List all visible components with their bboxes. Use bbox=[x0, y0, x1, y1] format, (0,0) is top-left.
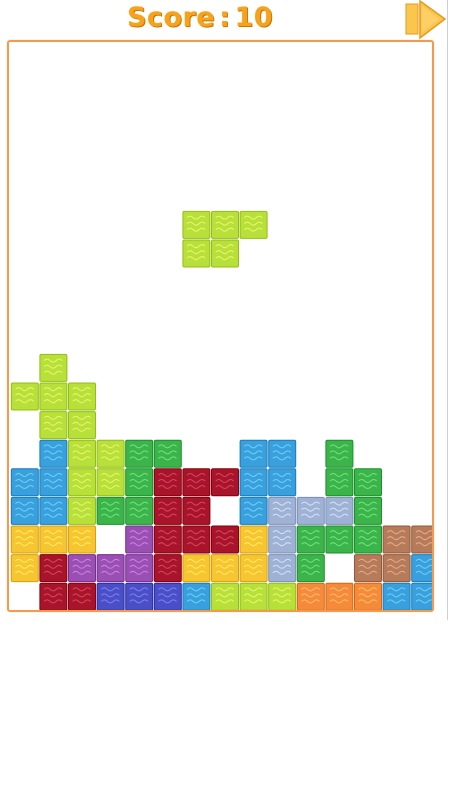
stacked-block bbox=[354, 496, 382, 525]
stacked-block bbox=[68, 554, 96, 583]
stacked-block bbox=[39, 468, 68, 497]
stacked-block bbox=[325, 496, 354, 525]
stacked-block bbox=[268, 496, 297, 525]
falling-block bbox=[239, 210, 268, 239]
stacked-block bbox=[325, 439, 354, 468]
stacked-block bbox=[153, 496, 182, 525]
stacked-block bbox=[268, 554, 297, 583]
stacked-block bbox=[239, 439, 268, 468]
score-label: Score bbox=[126, 2, 216, 33]
stacked-block bbox=[96, 468, 125, 497]
score-display: Score:10 bbox=[0, 2, 400, 33]
stacked-block bbox=[268, 439, 297, 468]
score-value: 10 bbox=[234, 2, 274, 33]
stacked-block bbox=[39, 411, 68, 440]
stacked-block bbox=[125, 439, 154, 468]
stacked-block bbox=[382, 582, 411, 610]
stacked-block bbox=[239, 525, 268, 554]
game-board[interactable] bbox=[7, 40, 434, 612]
stacked-block bbox=[211, 554, 239, 583]
stacked-block bbox=[182, 468, 211, 497]
stacked-block bbox=[354, 554, 382, 583]
stacked-block bbox=[68, 496, 96, 525]
stacked-block bbox=[239, 582, 268, 610]
stacked-block bbox=[39, 582, 68, 610]
block-field bbox=[10, 210, 432, 610]
stacked-block bbox=[39, 554, 68, 583]
stacked-block bbox=[125, 525, 154, 554]
stacked-block bbox=[68, 382, 96, 411]
stacked-block bbox=[211, 468, 239, 497]
falling-block bbox=[211, 210, 239, 239]
stacked-block bbox=[153, 439, 182, 468]
stacked-block bbox=[239, 554, 268, 583]
stacked-block bbox=[354, 468, 382, 497]
stacked-block bbox=[68, 411, 96, 440]
stacked-block bbox=[125, 468, 154, 497]
stacked-block bbox=[153, 554, 182, 583]
stacked-block bbox=[239, 496, 268, 525]
stacked-block bbox=[125, 496, 154, 525]
stacked-block bbox=[96, 496, 125, 525]
stacked-block bbox=[96, 554, 125, 583]
stacked-block bbox=[125, 582, 154, 610]
stacked-block bbox=[10, 496, 39, 525]
stacked-block bbox=[325, 525, 354, 554]
stacked-block bbox=[411, 554, 432, 583]
stacked-block bbox=[325, 582, 354, 610]
stacked-block bbox=[325, 468, 354, 497]
stacked-block bbox=[182, 554, 211, 583]
falling-block bbox=[182, 239, 211, 268]
stacked-block bbox=[268, 468, 297, 497]
stacked-block bbox=[182, 525, 211, 554]
stacked-block bbox=[296, 554, 325, 583]
stacked-block bbox=[68, 439, 96, 468]
score-separator: : bbox=[219, 2, 231, 33]
stacked-block bbox=[354, 525, 382, 554]
stacked-block bbox=[96, 582, 125, 610]
stacked-block bbox=[153, 468, 182, 497]
falling-block bbox=[182, 210, 211, 239]
stacked-block bbox=[211, 525, 239, 554]
stacked-block bbox=[296, 582, 325, 610]
stacked-block bbox=[39, 525, 68, 554]
stacked-block bbox=[411, 582, 432, 610]
stacked-block bbox=[125, 554, 154, 583]
stacked-block bbox=[39, 353, 68, 382]
stacked-block bbox=[10, 525, 39, 554]
stacked-block bbox=[10, 382, 39, 411]
falling-block bbox=[211, 239, 239, 268]
play-button[interactable] bbox=[405, 0, 447, 40]
stacked-block bbox=[153, 582, 182, 610]
stacked-block bbox=[182, 582, 211, 610]
stacked-block bbox=[39, 439, 68, 468]
stacked-block bbox=[68, 468, 96, 497]
stacked-block bbox=[296, 496, 325, 525]
stacked-block bbox=[268, 582, 297, 610]
stacked-block bbox=[382, 554, 411, 583]
stacked-block bbox=[39, 496, 68, 525]
stacked-block bbox=[354, 582, 382, 610]
stacked-block bbox=[296, 525, 325, 554]
stacked-block bbox=[96, 439, 125, 468]
play-arrow-icon bbox=[405, 0, 447, 40]
stacked-block bbox=[10, 554, 39, 583]
stacked-block bbox=[10, 468, 39, 497]
stacked-block bbox=[411, 525, 432, 554]
stacked-block bbox=[153, 525, 182, 554]
stacked-block bbox=[382, 525, 411, 554]
stacked-block bbox=[211, 582, 239, 610]
stacked-block bbox=[182, 496, 211, 525]
side-divider bbox=[447, 0, 448, 620]
stacked-block bbox=[68, 525, 96, 554]
stacked-block bbox=[239, 468, 268, 497]
stacked-block bbox=[268, 525, 297, 554]
stacked-block bbox=[39, 382, 68, 411]
stacked-block bbox=[68, 582, 96, 610]
